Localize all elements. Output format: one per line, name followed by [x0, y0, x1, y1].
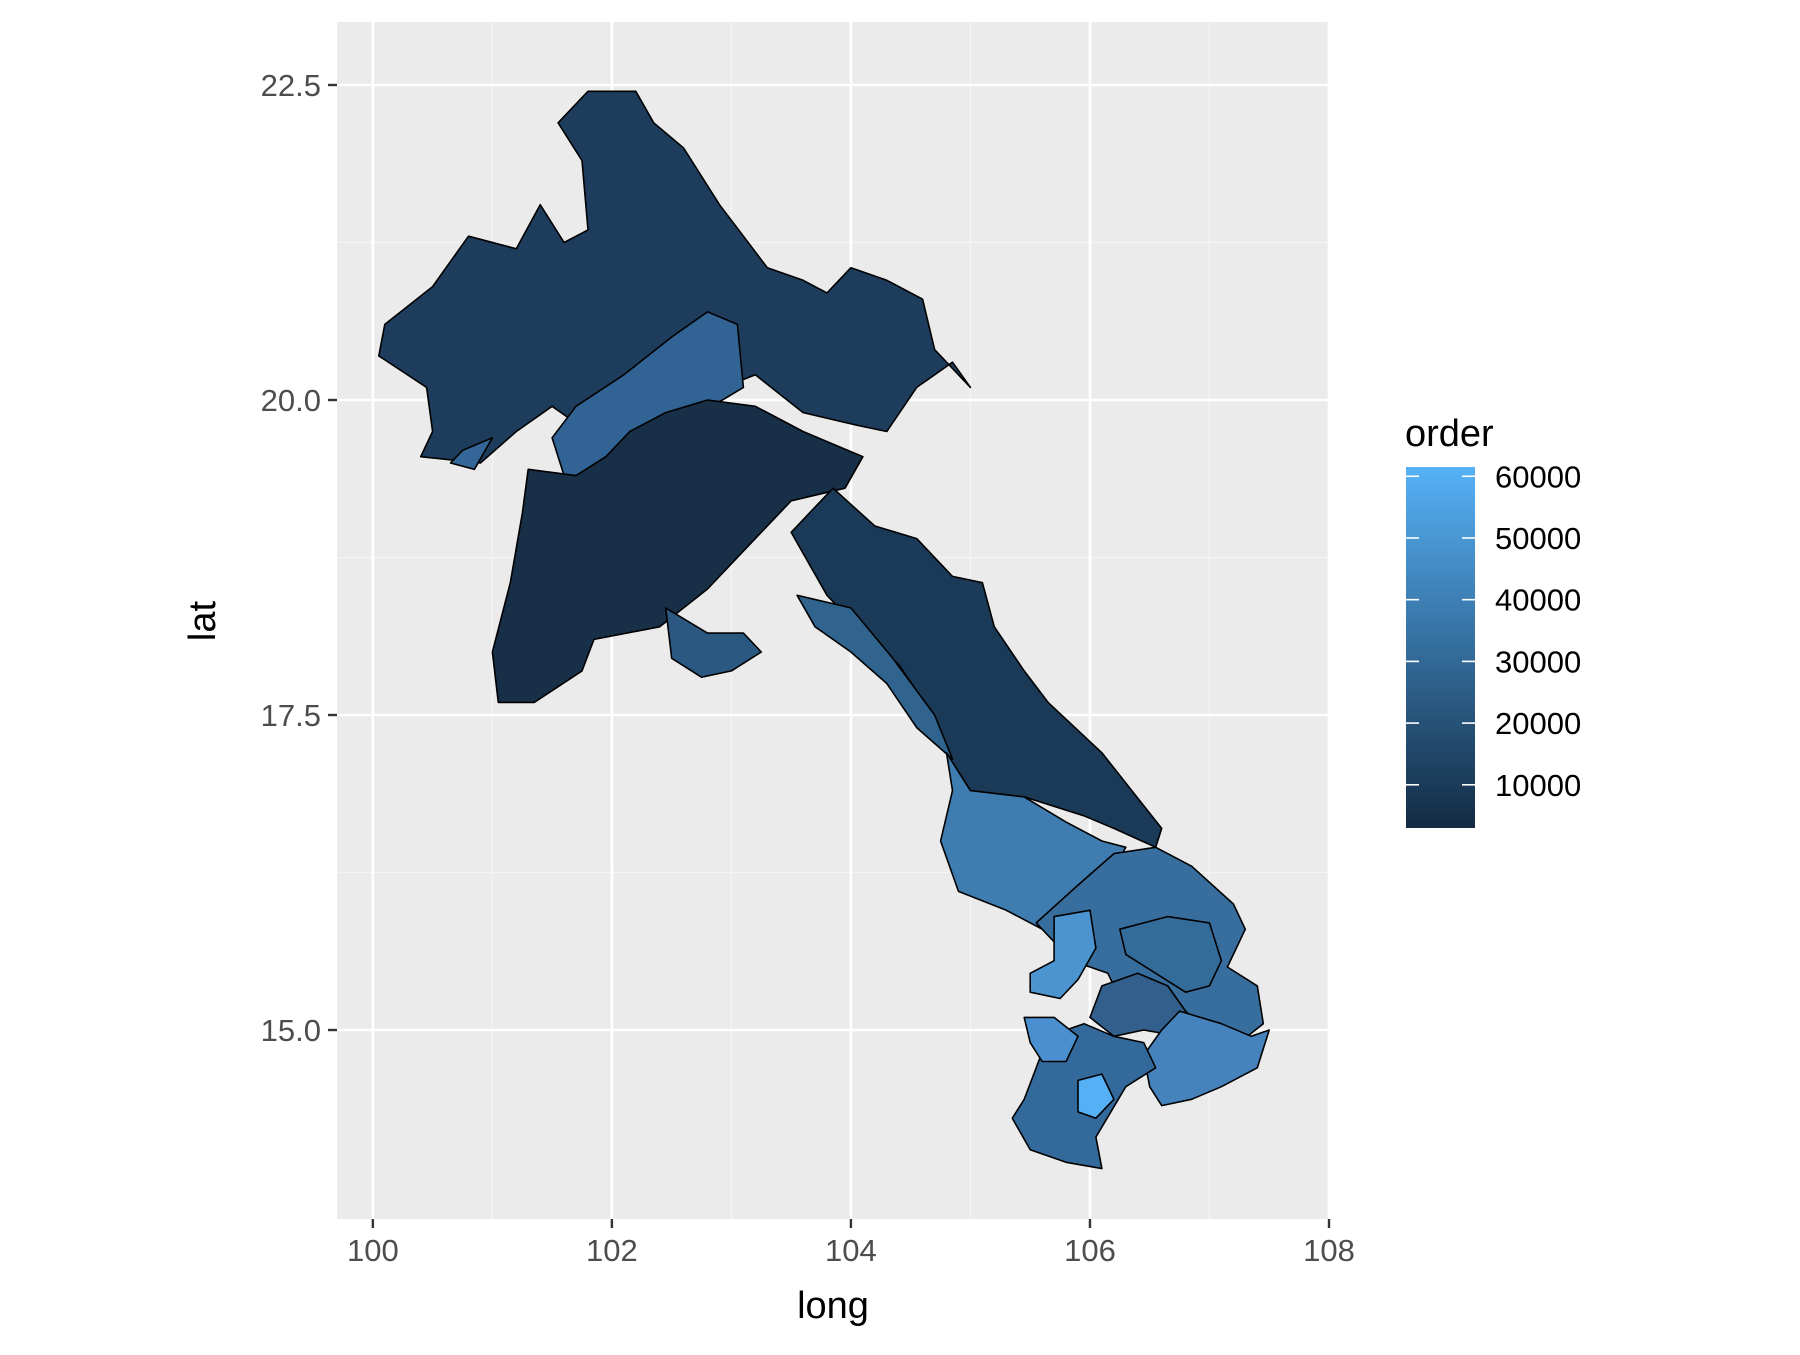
legend-colorbar: [1406, 467, 1475, 828]
y-tick-label: 17.5: [261, 698, 321, 733]
axes: 100 102 104 106 108 15.0 17.5 20.0 22.5: [261, 68, 1355, 1268]
legend-label: 20000: [1495, 706, 1581, 741]
region-vientiane-province: [491, 399, 864, 704]
x-tick-label: 100: [347, 1233, 399, 1268]
region-pakse-area: [1077, 1073, 1115, 1119]
region-champasak-north: [1023, 1016, 1079, 1063]
region-saravane-west: [1029, 909, 1097, 1000]
region-bolikhamxay: [796, 594, 954, 760]
region-northwest: [378, 90, 972, 464]
region-sekong-east: [1119, 915, 1223, 993]
y-tick-label: 20.0: [261, 383, 321, 418]
y-tick-label: 15.0: [261, 1013, 321, 1048]
x-axis-title: long: [797, 1285, 869, 1327]
x-tick-label: 102: [586, 1233, 638, 1268]
legend-label: 40000: [1495, 583, 1581, 618]
legend-label: 10000: [1495, 768, 1581, 803]
x-tick-label: 106: [1064, 1233, 1116, 1268]
y-axis-title: lat: [182, 600, 224, 641]
region-vientiane-capital: [664, 607, 763, 678]
y-tick-label: 22.5: [261, 68, 321, 103]
x-tick-label: 104: [825, 1233, 877, 1268]
legend-title: order: [1405, 413, 1494, 455]
map-regions: [378, 90, 1270, 1170]
legend-label: 30000: [1495, 644, 1581, 679]
legend-label: 50000: [1495, 521, 1581, 556]
legend: order 10000 20000 30000 40000 50000 60000: [1405, 413, 1581, 828]
region-north-middle: [449, 437, 494, 471]
x-tick-label: 108: [1303, 1233, 1355, 1268]
legend-label: 60000: [1495, 459, 1581, 494]
